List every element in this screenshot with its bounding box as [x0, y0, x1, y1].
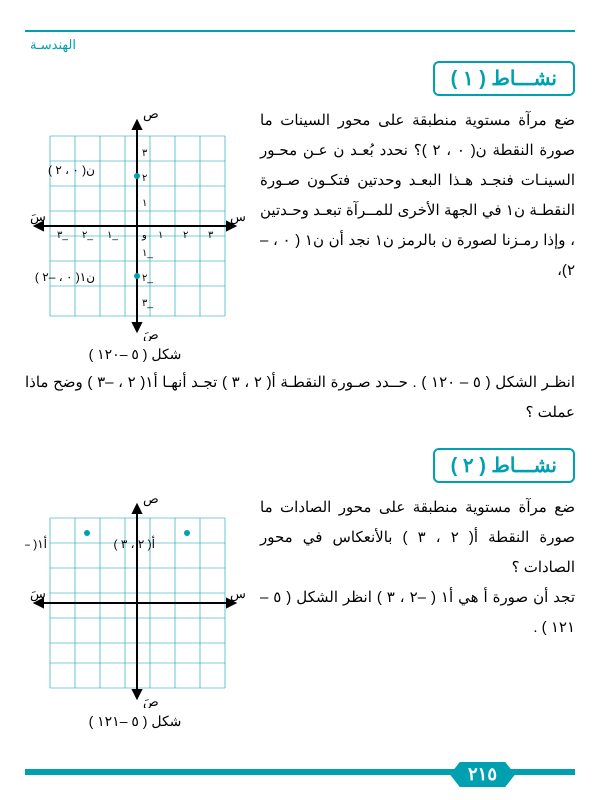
svg-text:٣: ٣: [208, 230, 214, 241]
svg-text:٢: ٢: [142, 173, 147, 184]
graph1-pt2: ن١( ٠ ، –٢ ): [35, 270, 95, 284]
graph2-xleft: سَ: [30, 586, 46, 602]
header-rule: [25, 30, 575, 32]
activity-1-graph: ن( ٠ ، ٢ ) ن١( ٠ ، –٢ ) ص صَ سَ س و ١٢٣ …: [25, 106, 245, 363]
activity-1-text2: انظـر الشكل ( ٥ – ١٢٠ ) . حــدد صـورة ال…: [25, 368, 575, 428]
graph-2-svg: أ( ٢ ، ٣ ) أ١( –٢ ، ٣ ) ص صَ سَ س: [25, 493, 245, 708]
activity-1-row: ضع مرآة مستوية منطبقة على محور السينات م…: [25, 106, 575, 363]
svg-text:١_: ١_: [107, 230, 118, 241]
activity-2-p2: تجد أن صورة أ هي أ١ ( –٢ ، ٣ ) انظر الشك…: [260, 583, 575, 643]
svg-text:١: ١: [142, 198, 147, 209]
graph-1-svg: ن( ٠ ، ٢ ) ن١( ٠ ، –٢ ) ص صَ سَ س و ١٢٣ …: [25, 106, 245, 341]
activity-1: نشـــاط ( ١ ) ضع مرآة مستوية منطبقة على …: [25, 61, 575, 428]
origin: و: [141, 230, 147, 241]
svg-text:٣_: ٣_: [57, 230, 68, 241]
graph-2-caption: شكل ( ٥ –١٢١ ): [25, 713, 245, 730]
graph-1-caption: شكل ( ٥ –١٢٠ ): [25, 346, 245, 363]
svg-text:٣: ٣: [142, 148, 148, 159]
activity-1-text: ضع مرآة مستوية منطبقة على محور السينات م…: [260, 106, 575, 286]
svg-text:١_: ١_: [142, 248, 153, 259]
graph1-xright: س: [230, 209, 245, 225]
header-subject: الهندسـة: [25, 37, 575, 53]
graph1-pt1: ن( ٠ ، ٢ ): [48, 163, 95, 177]
graph2-ytop: ص: [143, 493, 159, 507]
graph2-xright: س: [230, 586, 245, 602]
graph2-pt1: أ( ٢ ، ٣ ): [114, 536, 155, 551]
graph1-ybot: صَ: [143, 327, 159, 341]
activity-1-badge: نشـــاط ( ١ ): [433, 61, 575, 96]
activity-2-graph: أ( ٢ ، ٣ ) أ١( –٢ ، ٣ ) ص صَ سَ س شكل ( …: [25, 493, 245, 730]
graph2-pt2: أ١( –٢ ، ٣ ): [25, 536, 47, 551]
page-number: ٢١٥: [450, 762, 515, 787]
svg-text:٢: ٢: [183, 230, 188, 241]
graph2-ybot: صَ: [143, 694, 159, 708]
svg-text:٢_: ٢_: [82, 230, 93, 241]
activity-2-row: ضع مرآة مستوية منطبقة على محور الصادات م…: [25, 493, 575, 730]
svg-text:١: ١: [158, 230, 163, 241]
svg-text:٢_: ٢_: [142, 273, 153, 284]
svg-text:٣_: ٣_: [142, 298, 153, 309]
activity-2-badge: نشـــاط ( ٢ ): [433, 448, 575, 483]
activity-2: نشـــاط ( ٢ ) ضع مرآة مستوية منطبقة على …: [25, 448, 575, 730]
activity-2-p1: ضع مرآة مستوية منطبقة على محور الصادات م…: [260, 493, 575, 583]
activity-2-text: ضع مرآة مستوية منطبقة على محور الصادات م…: [260, 493, 575, 643]
graph1-ytop: ص: [143, 106, 159, 122]
graph1-xleft: سَ: [30, 209, 46, 225]
page-footer: ٢١٥: [25, 769, 575, 775]
